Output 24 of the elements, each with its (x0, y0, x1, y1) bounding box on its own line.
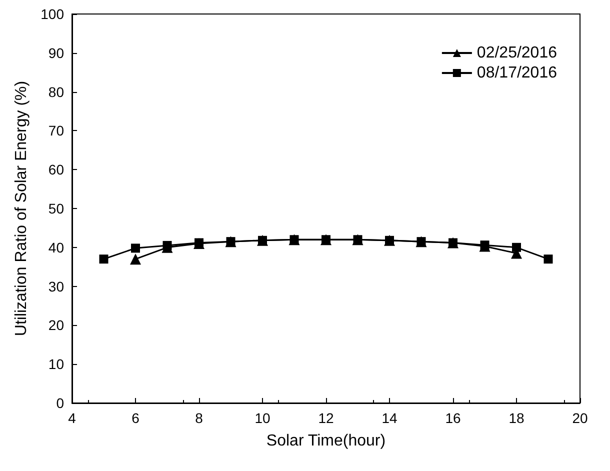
y-tick-label: 0 (56, 395, 64, 411)
x-tick-label: 20 (572, 410, 588, 426)
x-tick-label: 10 (254, 410, 270, 426)
y-tick-label: 60 (48, 162, 64, 178)
x-tick-label: 8 (195, 410, 204, 426)
y-tick-label: 10 (48, 356, 64, 372)
legend-label: 08/17/2016 (476, 64, 558, 82)
y-tick-label: 40 (48, 239, 64, 256)
x-tick-label: 14 (382, 410, 398, 426)
y-axis-title: Utilization Ratio of Solar Energy (%) (13, 80, 30, 336)
x-axis-title: Solar Time(hour) (266, 432, 386, 450)
x-tick-label: 12 (318, 410, 334, 426)
x-tick-label: 4 (68, 410, 76, 426)
y-tick-label: 70 (48, 122, 64, 139)
y-tick-label: 80 (48, 84, 64, 100)
y-tick-label: 100 (40, 6, 64, 22)
x-tick-label: 18 (508, 410, 524, 426)
x-tick-label: 6 (132, 410, 140, 426)
y-tick-label: 90 (48, 44, 64, 61)
legend-label: 02/25/2016 (476, 44, 558, 62)
y-tick-label: 50 (48, 200, 64, 216)
y-tick-label: 30 (48, 278, 64, 294)
x-tick-label: 16 (445, 410, 461, 426)
y-tick-label: 20 (48, 317, 64, 334)
